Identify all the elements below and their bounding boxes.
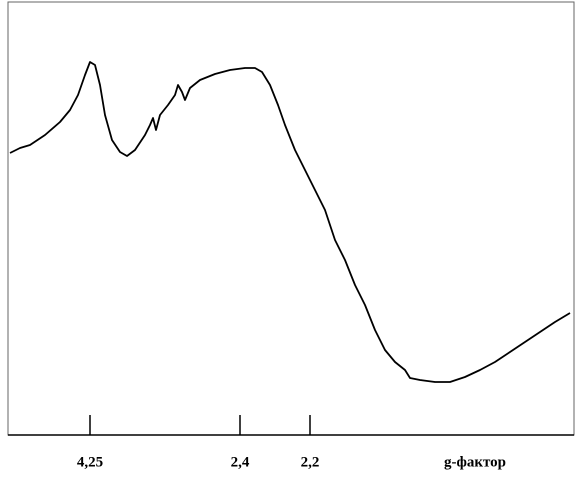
x-tick-label: 4,25 xyxy=(77,454,103,470)
spectrum-line xyxy=(9,61,571,383)
x-tick-label: 2,4 xyxy=(231,454,250,470)
x-axis-label: g-фактор xyxy=(444,454,506,470)
plot-frame xyxy=(7,1,575,436)
x-tick-label: 2,2 xyxy=(301,454,320,470)
